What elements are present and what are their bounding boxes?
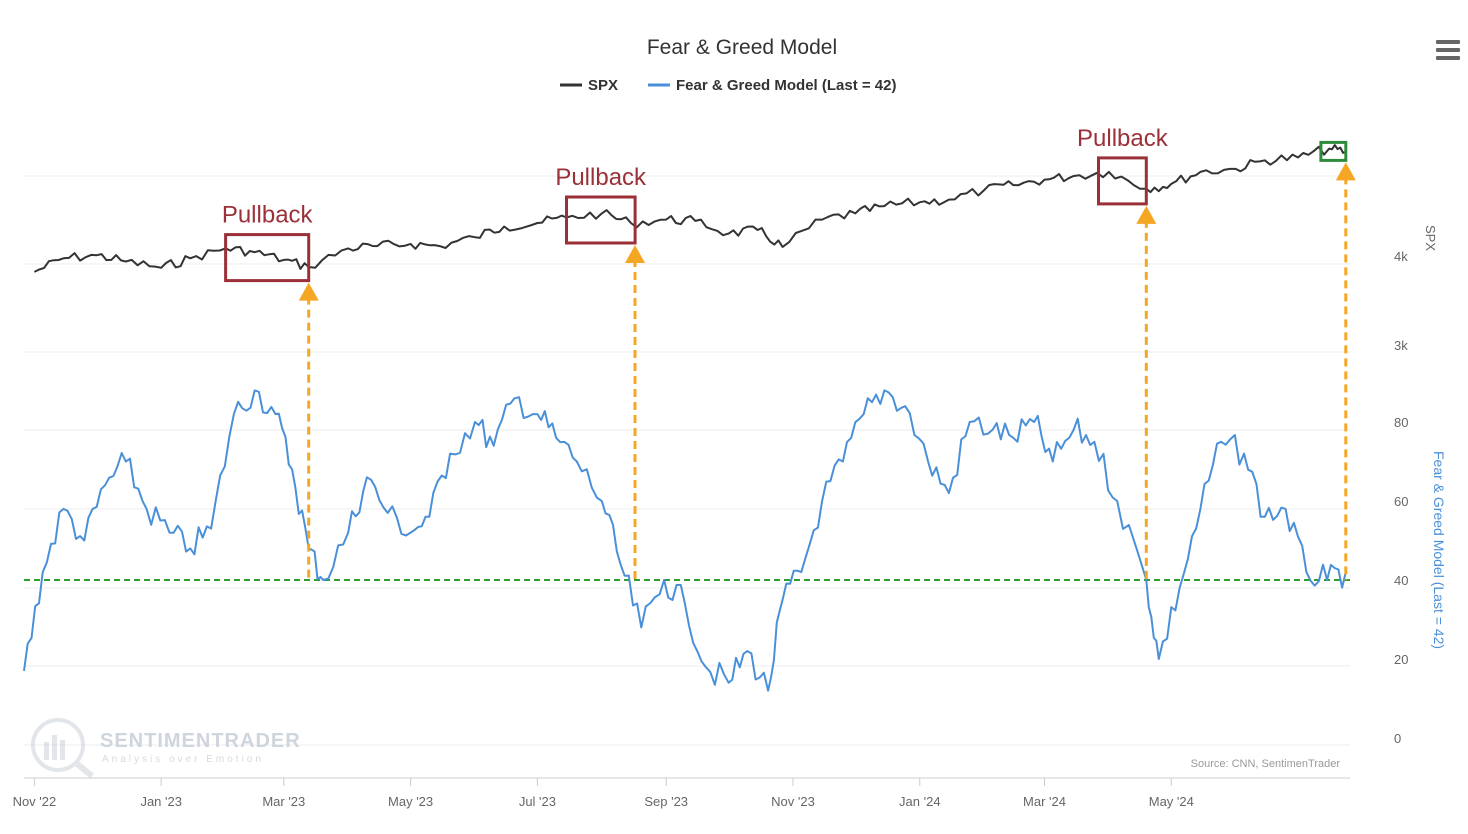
- fg-tick-label: 40: [1394, 573, 1408, 588]
- x-tick-label: May '23: [388, 794, 433, 809]
- hamburger-menu-icon[interactable]: [1436, 40, 1460, 62]
- fg-tick-label: 0: [1394, 731, 1401, 746]
- pullback-box-4: [1319, 140, 1348, 162]
- source-credit: Source: CNN, SentimenTrader: [1191, 758, 1341, 770]
- y-axes: 3k 4k 0 20 40 60 80: [1394, 249, 1408, 746]
- watermark-logo-icon: [31, 718, 94, 779]
- spx-tick-label: 4k: [1394, 249, 1408, 264]
- x-tick-label: Nov '22: [13, 794, 57, 809]
- chart-title: Fear & Greed Model: [647, 36, 837, 59]
- fg-tick-label: 80: [1394, 415, 1408, 430]
- series-line-fear-greed[interactable]: [23, 389, 1347, 692]
- x-tick-label: Sep '23: [644, 794, 688, 809]
- x-tick-label: Mar '24: [1023, 794, 1066, 809]
- menu-bar: [1436, 48, 1460, 52]
- watermark: SENTIMENTRADER Analysis over Emotion: [31, 718, 301, 779]
- x-tick-label: Jul '23: [519, 794, 556, 809]
- legend-fg-label[interactable]: Fear & Greed Model (Last = 42): [676, 77, 896, 94]
- fg-tick-label: 60: [1394, 494, 1408, 509]
- spx-axis-title: SPX: [1423, 225, 1438, 251]
- legend-spx-label[interactable]: SPX: [588, 77, 618, 94]
- arrow-head-1: [298, 282, 319, 301]
- menu-bar: [1436, 40, 1460, 44]
- fg-axis-title: Fear & Greed Model (Last = 42): [1431, 451, 1447, 649]
- gridlines: [24, 175, 1350, 779]
- pullback-box-1: [224, 233, 311, 283]
- arrow-head-4: [1335, 162, 1356, 181]
- fg-tick-label: 20: [1394, 652, 1408, 667]
- x-tick-label: Jan '23: [140, 794, 182, 809]
- x-axis: Nov '22 Jan '23 Mar '23 May '23 Jul '23 Sep '…: [13, 778, 1194, 809]
- x-tick-label: Mar '23: [262, 794, 305, 809]
- annotations: Pullback Pullback Pullback: [222, 125, 1356, 580]
- x-tick-label: May '24: [1149, 794, 1194, 809]
- spx-tick-label: 3k: [1394, 338, 1408, 353]
- pullback-box-3: [1097, 156, 1148, 206]
- arrow-head-3: [1136, 205, 1157, 224]
- x-tick-label: Nov '23: [771, 794, 815, 809]
- pullback-label-3: Pullback: [1077, 125, 1169, 152]
- x-tick-label: Jan '24: [899, 794, 941, 809]
- arrow-head-2: [625, 245, 645, 263]
- menu-bar: [1436, 56, 1460, 60]
- pullback-box-2: [565, 195, 637, 245]
- watermark-tagline: Analysis over Emotion: [102, 754, 264, 765]
- legend[interactable]: SPX Fear & Greed Model (Last = 42): [560, 77, 896, 94]
- watermark-brand: SENTIMENTRADER: [100, 730, 301, 752]
- pullback-label-2: Pullback: [555, 164, 647, 191]
- pullback-label-1: Pullback: [222, 202, 314, 229]
